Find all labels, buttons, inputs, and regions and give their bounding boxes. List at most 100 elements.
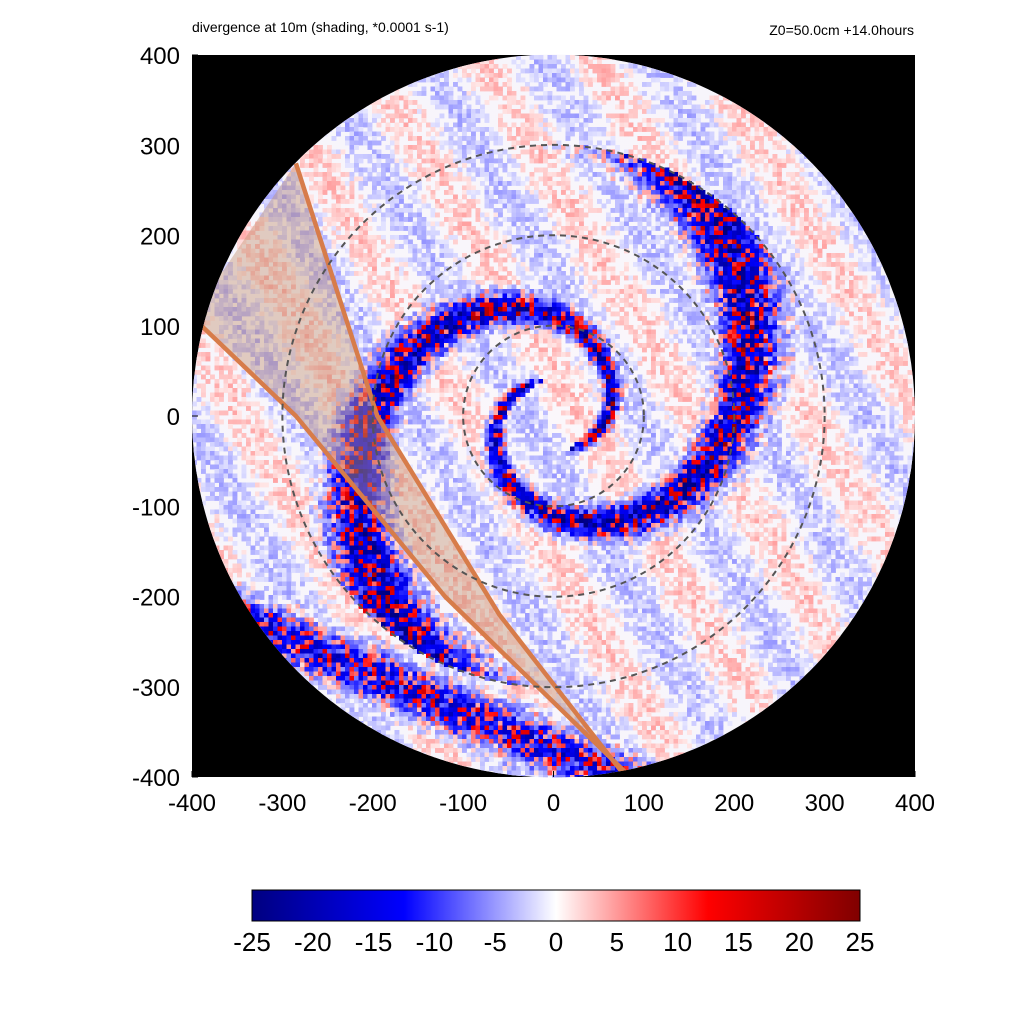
field-cell [534, 127, 539, 132]
field-cell [597, 95, 602, 101]
field-cell [439, 244, 445, 249]
field-cell [412, 230, 418, 236]
field-cell [556, 149, 562, 155]
field-cell [691, 275, 697, 281]
field-cell [457, 329, 463, 335]
field-cell [502, 302, 508, 308]
field-cell [282, 185, 287, 191]
field-cell [556, 230, 562, 236]
field-cell [457, 325, 463, 330]
field-cell [336, 163, 341, 168]
field-cell [727, 122, 733, 128]
field-cell [412, 199, 418, 204]
field-cell [570, 131, 575, 137]
field-cell [655, 298, 661, 303]
field-cell [660, 311, 665, 317]
field-cell [705, 307, 710, 312]
field-cell [651, 68, 656, 74]
field-cell [763, 163, 769, 168]
field-cell [453, 257, 458, 263]
field-cell [291, 311, 296, 317]
field-cell [349, 145, 355, 150]
field-cell [511, 199, 517, 204]
field-cell [543, 194, 548, 200]
field-cell [439, 172, 445, 177]
field-cell [615, 77, 620, 83]
field-cell [484, 248, 490, 254]
field-cell [390, 239, 395, 245]
field-cell [421, 109, 427, 114]
field-cell [232, 311, 238, 317]
field-cell [439, 203, 445, 209]
field-cell [871, 248, 877, 254]
field-cell [579, 298, 584, 303]
field-cell [466, 226, 472, 231]
field-cell [363, 118, 368, 123]
field-cell [390, 127, 395, 132]
field-cell [741, 122, 746, 128]
field-cell [822, 280, 827, 285]
field-cell [804, 284, 809, 290]
field-cell [885, 293, 890, 299]
field-cell [466, 325, 472, 330]
field-cell [376, 208, 382, 213]
field-cell [462, 320, 467, 326]
field-cell [781, 208, 787, 213]
field-cell [484, 86, 490, 92]
field-cell [615, 208, 620, 213]
field-cell [547, 109, 553, 114]
field-cell [214, 293, 220, 299]
field-cell [822, 235, 827, 240]
field-cell [403, 275, 409, 281]
field-cell [642, 158, 647, 164]
field-cell [655, 190, 661, 195]
field-cell [853, 217, 859, 222]
field-cell [727, 203, 733, 209]
field-cell [736, 226, 742, 231]
field-cell [255, 289, 260, 294]
field-cell [484, 230, 490, 236]
field-cell [637, 226, 643, 231]
field-cell [628, 203, 634, 209]
field-cell [561, 289, 566, 294]
field-cell [349, 127, 355, 132]
field-cell [561, 122, 566, 128]
field-cell [673, 311, 679, 317]
field-cell [444, 158, 449, 164]
field-cell [831, 212, 836, 218]
field-cell [808, 293, 814, 299]
field-cell [547, 239, 553, 245]
field-cell [525, 86, 530, 92]
field-cell [435, 307, 440, 312]
field-cell [466, 91, 472, 96]
field-cell [471, 280, 476, 285]
field-cell [408, 100, 413, 105]
field-cell [502, 311, 508, 317]
field-cell [750, 293, 755, 299]
field-cell [633, 230, 638, 236]
field-cell [390, 95, 395, 101]
field-cell [700, 271, 706, 276]
field-cell [412, 325, 418, 330]
field-cell [457, 307, 463, 312]
field-cell [826, 289, 832, 294]
field-cell [273, 271, 278, 276]
field-cell [606, 82, 611, 87]
field-cell [484, 203, 490, 209]
field-cell [646, 194, 652, 200]
field-cell [507, 244, 512, 249]
field-cell [444, 217, 449, 222]
field-cell [633, 172, 638, 177]
field-cell [871, 289, 877, 294]
field-cell [556, 307, 562, 312]
field-cell [525, 226, 530, 231]
field-cell [300, 158, 305, 164]
field-cell [295, 185, 301, 191]
field-cell [448, 158, 454, 164]
field-cell [700, 244, 706, 249]
field-cell [390, 248, 395, 254]
field-cell [678, 302, 683, 308]
field-cell [664, 172, 670, 177]
field-cell [232, 329, 238, 335]
field-cell [372, 140, 377, 146]
